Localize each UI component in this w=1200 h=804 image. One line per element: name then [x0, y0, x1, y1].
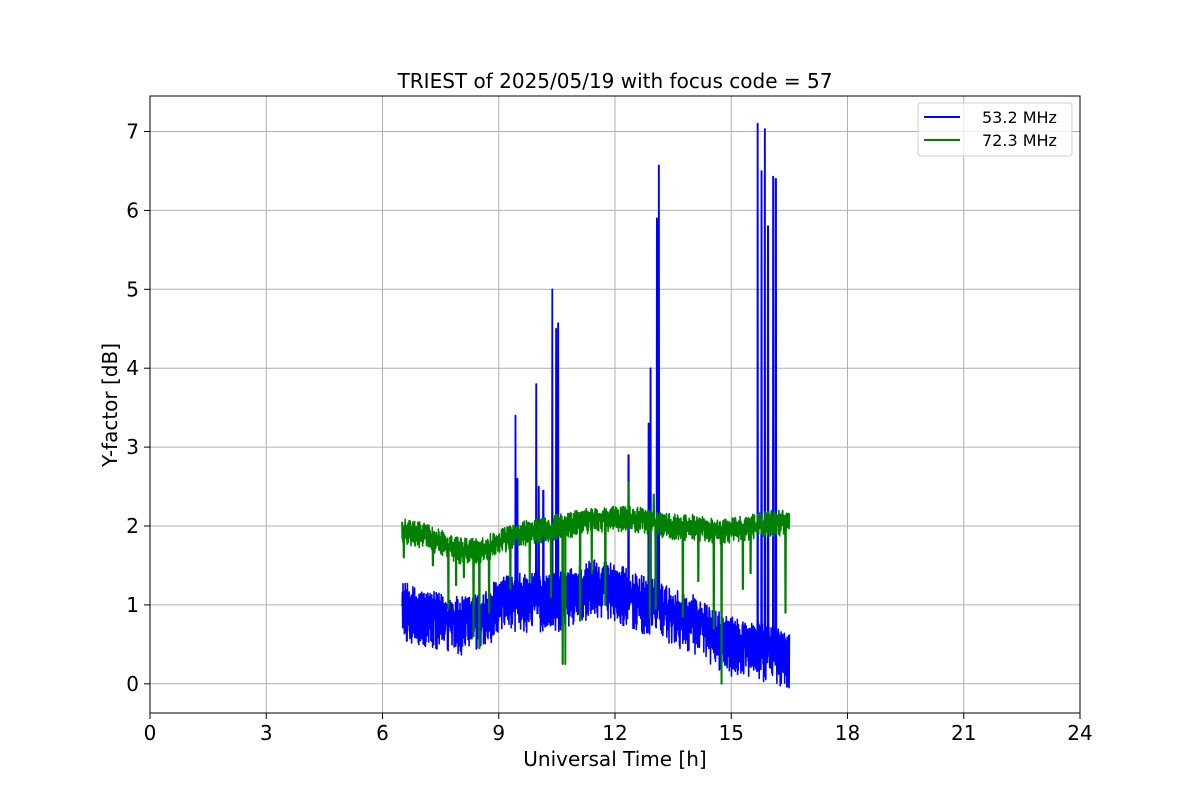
y-tick-label: 6	[126, 198, 139, 222]
x-tick-label: 0	[144, 721, 157, 745]
x-tick-label: 15	[719, 721, 744, 745]
y-tick-label: 2	[126, 514, 139, 538]
x-tick-label: 24	[1067, 721, 1092, 745]
x-tick-label: 12	[602, 721, 627, 745]
y-tick-label: 4	[126, 356, 139, 380]
legend-label-53-mhz: 53.2 MHz	[982, 108, 1057, 127]
y-tick-label: 7	[126, 120, 139, 144]
x-tick-label: 9	[492, 721, 505, 745]
legend: 53.2 MHz 72.3 MHz	[918, 103, 1072, 156]
x-axis-label: Universal Time [h]	[523, 747, 706, 771]
y-tick-label: 5	[126, 277, 139, 301]
chart-title: TRIEST of 2025/05/19 with focus code = 5…	[397, 69, 833, 93]
y-tick-label: 3	[126, 435, 139, 459]
x-tick-label: 21	[951, 721, 976, 745]
y-axis-label: Y-factor [dB]	[98, 343, 122, 468]
x-tick-label: 6	[376, 721, 389, 745]
y-tick-label: 0	[126, 672, 139, 696]
x-tick-label: 3	[260, 721, 273, 745]
x-tick-label: 18	[835, 721, 860, 745]
legend-label-72-mhz: 72.3 MHz	[982, 131, 1057, 150]
y-tick-label: 1	[126, 593, 139, 617]
